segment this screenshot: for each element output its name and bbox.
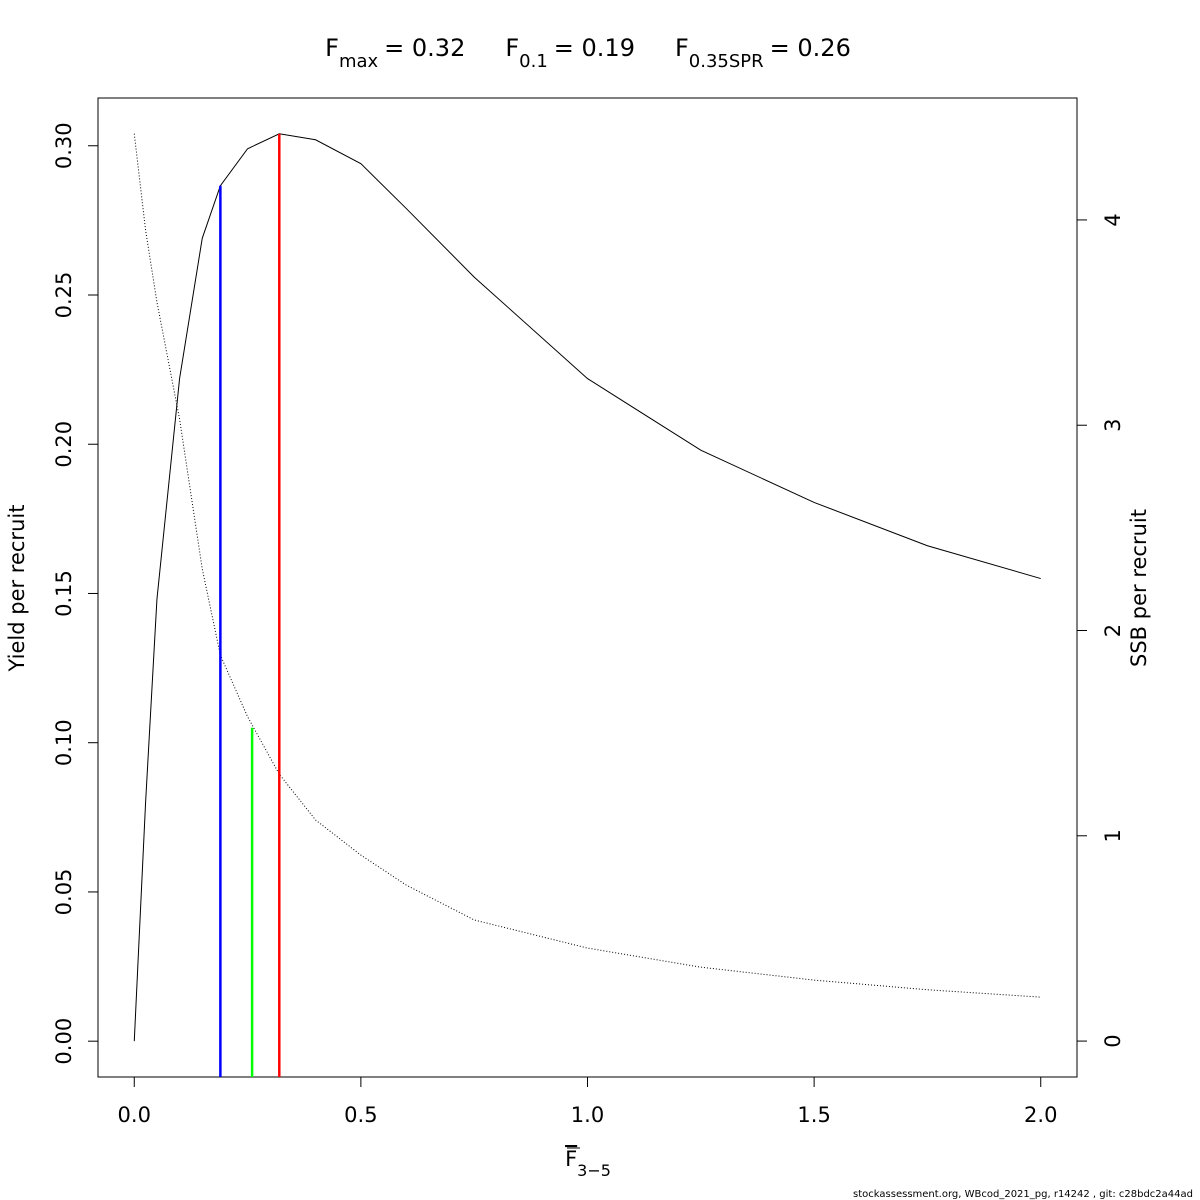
- y-tick-label: 0.25: [52, 272, 76, 319]
- y-tick-label: 0.30: [52, 122, 76, 169]
- y-tick-label: 0.20: [52, 421, 76, 468]
- title-value: = 0.26: [770, 34, 851, 62]
- x-tick-label: 1.5: [797, 1103, 830, 1127]
- plot-frame: [97, 97, 1078, 1078]
- title-subscript: max: [339, 51, 379, 72]
- x-axis-label: F3−5: [565, 1147, 611, 1180]
- series-line: [133, 133, 1041, 998]
- title-symbol: F: [675, 34, 689, 62]
- chart-title: Fmax = 0.32 F0.1 = 0.19 F0.35SPR = 0.26: [325, 34, 851, 72]
- y-axis-label: Yield per recruit: [5, 505, 29, 673]
- footer: stockassessment.org, WBcod_2021_pg, r142…: [853, 1189, 1193, 1200]
- title-subscript: 0.35SPR: [689, 51, 764, 72]
- title-symbol: F: [325, 34, 339, 62]
- y-tick-label: 0.10: [52, 719, 76, 766]
- title-symbol: F: [505, 34, 519, 62]
- y-tick-label: 0.00: [52, 1018, 76, 1065]
- x-tick-label: 0.0: [118, 1103, 151, 1127]
- x-tick-label: 0.5: [344, 1103, 377, 1127]
- y2-axis-label: SSB per recruit: [1127, 509, 1151, 667]
- y2-tick-label: 4: [1101, 213, 1125, 226]
- y2-tick-label: 1: [1101, 829, 1125, 842]
- y-tick-label: 0.05: [52, 869, 76, 916]
- y2-tick-label: 0: [1101, 1034, 1125, 1047]
- y-tick-label: 0.15: [52, 570, 76, 617]
- title-value: = 0.19: [554, 34, 635, 62]
- x-tick-label: 2.0: [1024, 1103, 1057, 1127]
- title-subscript: 0.1: [519, 51, 548, 72]
- title-value: = 0.32: [384, 34, 465, 62]
- y2-tick-label: 2: [1101, 624, 1125, 637]
- x-label-subscript: 3−5: [577, 1161, 611, 1180]
- series-line: [133, 133, 1041, 1042]
- x-tick-label: 1.0: [571, 1103, 604, 1127]
- x-label-symbol: F: [565, 1147, 577, 1171]
- y2-tick-label: 3: [1101, 419, 1125, 432]
